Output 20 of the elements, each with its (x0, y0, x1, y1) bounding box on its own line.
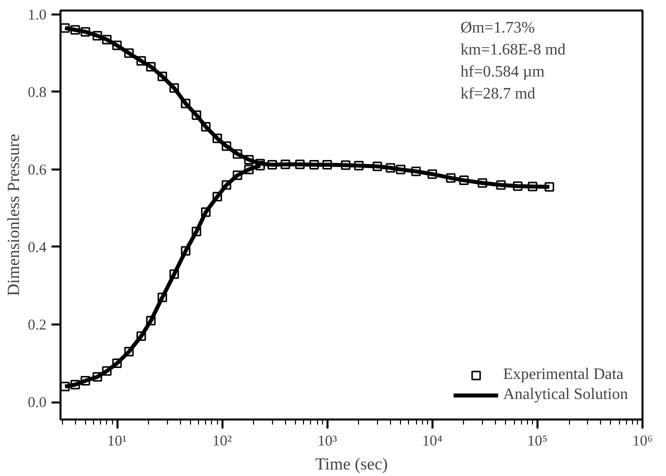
legend-label: Analytical Solution (503, 386, 628, 404)
annotation: Øm=1.73% (460, 20, 535, 36)
y-tick-label: 1.0 (28, 7, 46, 24)
x-tick-label: 10⁴ (422, 434, 442, 450)
y-tick-label: 0.6 (28, 162, 47, 178)
annotation: km=1.68E-8 md (460, 42, 566, 58)
y-tick-label: 0.0 (28, 395, 46, 412)
y-tick-label: 0.8 (28, 84, 46, 101)
x-tick-label: 10² (212, 434, 232, 450)
x-tick-label: 10⁶ (632, 434, 653, 450)
x-axis-title: Time (sec) (315, 454, 388, 474)
y-tick-label: 0.2 (28, 318, 46, 334)
legend-label: Experimental Data (503, 366, 624, 384)
annotation: kf=28.7 md (460, 86, 536, 102)
x-tick-label: 10¹ (107, 434, 127, 450)
y-axis-title: Dimensionless Pressure (4, 134, 23, 296)
annotation: hf=0.584 µm (460, 64, 546, 80)
y-tick-label: 0.4 (28, 240, 47, 256)
x-tick-label: 10⁵ (527, 434, 548, 450)
x-tick-label: 10³ (317, 434, 338, 450)
